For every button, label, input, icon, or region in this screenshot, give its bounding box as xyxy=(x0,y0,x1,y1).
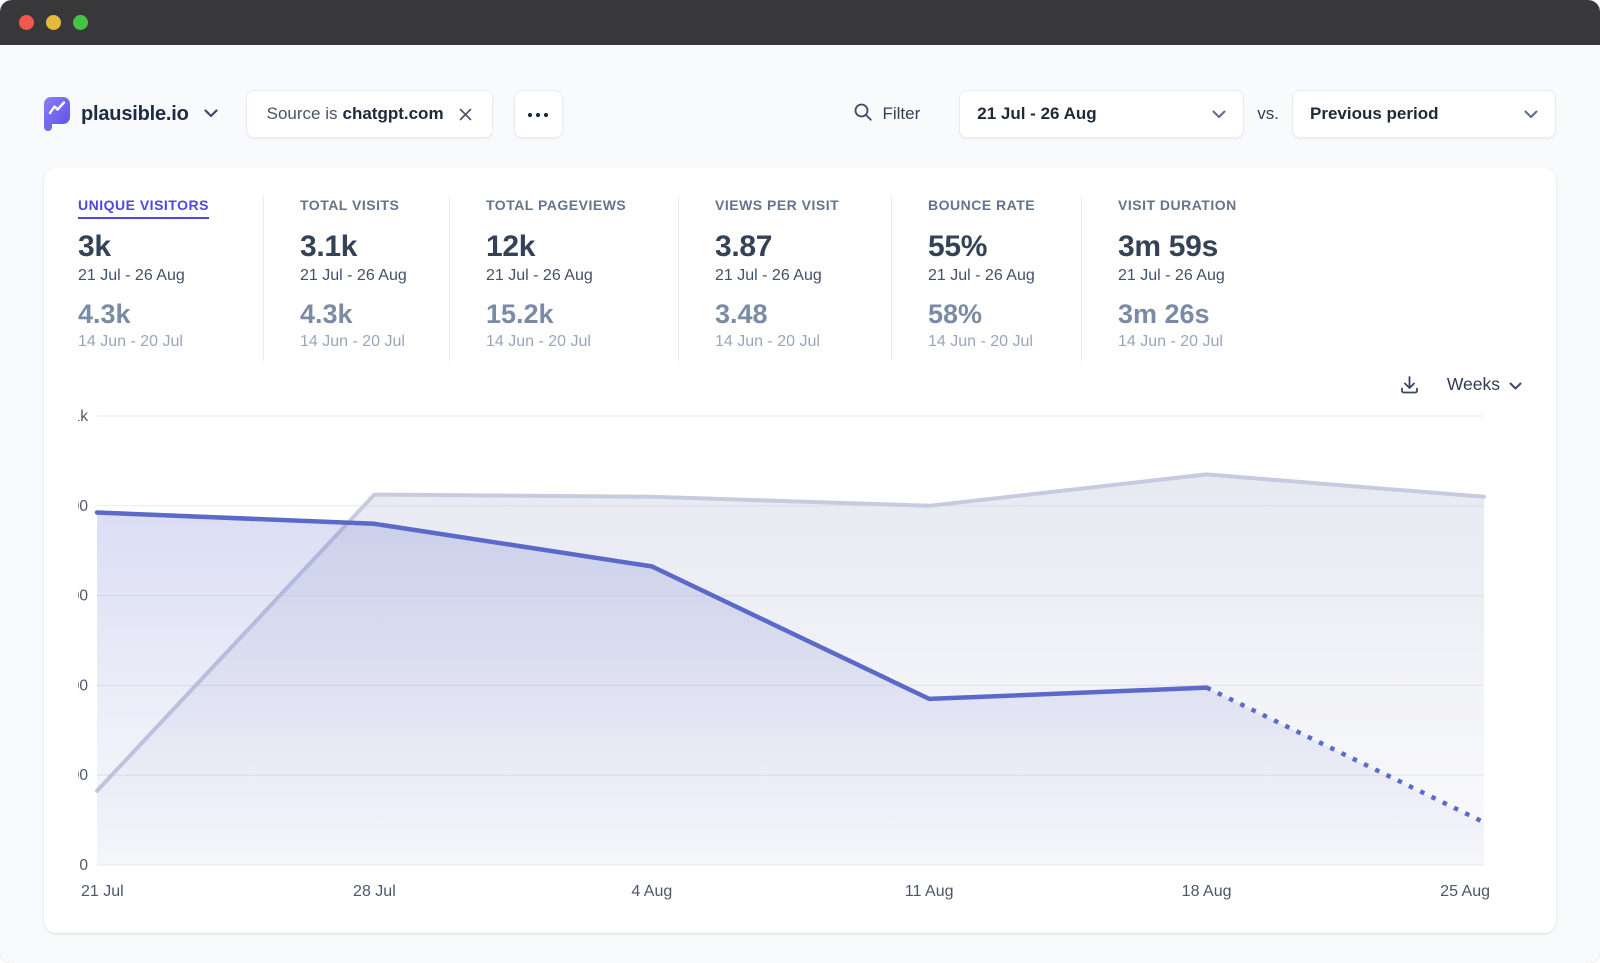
dashboard-card: UNIQUE VISITORS 3k 21 Jul - 26 Aug 4.3k … xyxy=(44,168,1556,933)
metrics-row: UNIQUE VISITORS 3k 21 Jul - 26 Aug 4.3k … xyxy=(78,195,1522,361)
y-axis-label: 200 xyxy=(78,767,88,784)
x-axis-label: 28 Jul xyxy=(353,883,396,900)
metric-period: 21 Jul - 26 Aug xyxy=(486,267,593,284)
metric-label: BOUNCE RATE xyxy=(928,197,1036,213)
metric-value: 55% xyxy=(928,230,988,263)
metric-compare-value: 58% xyxy=(928,299,983,329)
metric[interactable]: VIEWS PER VISIT 3.87 21 Jul - 26 Aug 3.4… xyxy=(678,195,891,361)
metric-label: TOTAL PAGEVIEWS xyxy=(486,197,627,213)
x-axis-label: 11 Aug xyxy=(905,883,954,900)
metric-label: VISIT DURATION xyxy=(1118,197,1237,213)
metric-compare-period: 14 Jun - 20 Jul xyxy=(486,333,591,350)
comparison-dropdown[interactable]: Previous period xyxy=(1292,90,1556,138)
minimize-window-button[interactable] xyxy=(46,15,61,30)
top-bar: plausible.io Source is chatgpt.com xyxy=(44,90,1556,138)
metric[interactable]: UNIQUE VISITORS 3k 21 Jul - 26 Aug 4.3k … xyxy=(78,195,263,361)
metric-compare-period: 14 Jun - 20 Jul xyxy=(715,333,820,350)
x-axis-label: 25 Aug xyxy=(1440,883,1490,900)
metric-compare-period: 14 Jun - 20 Jul xyxy=(1118,333,1223,350)
site-name: plausible.io xyxy=(81,102,189,125)
chevron-down-icon xyxy=(1524,104,1538,124)
visitors-chart[interactable]: 0 200 400 600 800 1k 21 Jul 28 Jul 4 Aug 11 Aug 18… xyxy=(78,404,1522,926)
metric-value: 3.87 xyxy=(715,230,773,263)
filter-button-label: Filter xyxy=(882,104,921,123)
metric-value: 3.1k xyxy=(300,230,358,263)
metric-label: UNIQUE VISITORS xyxy=(78,197,209,219)
y-axis-label: 800 xyxy=(78,498,88,515)
chevron-down-icon xyxy=(1212,104,1226,124)
x-axis-label: 18 Aug xyxy=(1182,883,1232,900)
y-axis-label: 1k xyxy=(78,408,88,425)
chevron-down-icon xyxy=(1509,374,1522,395)
vs-label: vs. xyxy=(1257,104,1279,123)
metric-period: 21 Jul - 26 Aug xyxy=(928,267,1035,284)
filter-pill-text: Source is xyxy=(266,104,338,123)
search-icon xyxy=(853,102,873,127)
current-period-line xyxy=(94,510,1209,702)
plausible-logo-icon xyxy=(44,97,70,131)
y-axis-label: 600 xyxy=(78,588,88,605)
x-axis-label: 4 Aug xyxy=(631,883,672,900)
x-axis-label: 21 Jul xyxy=(81,883,124,900)
metric-compare-value: 3m 26s xyxy=(1118,299,1210,329)
metric-period: 21 Jul - 26 Aug xyxy=(1118,267,1225,284)
download-icon[interactable] xyxy=(1399,374,1420,395)
metric-period: 21 Jul - 26 Aug xyxy=(300,267,407,284)
interval-label: Weeks xyxy=(1446,373,1500,394)
date-range-dropdown[interactable]: 21 Jul - 26 Aug xyxy=(959,90,1245,138)
comparison-value: Previous period xyxy=(1310,104,1439,123)
metric-period: 21 Jul - 26 Aug xyxy=(715,267,822,284)
more-filters-button[interactable] xyxy=(513,90,563,138)
metric-value: 12k xyxy=(486,230,536,263)
metric-compare-value: 4.3k xyxy=(78,299,131,329)
y-axis-label: 0 xyxy=(79,857,88,874)
current-period-area xyxy=(97,512,1484,865)
date-range-value: 21 Jul - 26 Aug xyxy=(977,104,1097,123)
filter-pill-value: chatgpt.com xyxy=(342,104,444,123)
ellipsis-icon xyxy=(527,105,549,123)
metric-value: 3m 59s xyxy=(1118,230,1218,263)
metric[interactable]: TOTAL VISITS 3.1k 21 Jul - 26 Aug 4.3k 1… xyxy=(263,195,449,361)
metric-compare-value: 3.48 xyxy=(715,299,768,329)
window-titlebar xyxy=(0,0,1600,45)
site-switcher[interactable]: plausible.io xyxy=(44,97,218,131)
chevron-down-icon xyxy=(204,105,218,123)
zoom-window-button[interactable] xyxy=(73,15,88,30)
metric-label: TOTAL VISITS xyxy=(300,197,400,213)
metric[interactable]: VISIT DURATION 3m 59s 21 Jul - 26 Aug 3m… xyxy=(1081,195,1522,361)
metric-label: VIEWS PER VISIT xyxy=(715,197,840,213)
metric[interactable]: BOUNCE RATE 55% 21 Jul - 26 Aug 58% 14 J… xyxy=(891,195,1081,361)
close-window-button[interactable] xyxy=(19,15,34,30)
dashboard-page: plausible.io Source is chatgpt.com xyxy=(0,90,1600,933)
current-period-line-projected xyxy=(1205,685,1485,825)
remove-filter-icon[interactable] xyxy=(459,108,472,121)
interval-dropdown[interactable]: Weeks xyxy=(1447,374,1522,395)
y-axis-label: 400 xyxy=(78,677,88,694)
metric-period: 21 Jul - 26 Aug xyxy=(78,267,185,284)
metric-compare-value: 4.3k xyxy=(300,299,353,329)
active-filter-pill[interactable]: Source is chatgpt.com xyxy=(245,90,493,138)
metric-compare-period: 14 Jun - 20 Jul xyxy=(78,333,183,350)
metric-compare-period: 14 Jun - 20 Jul xyxy=(928,333,1033,350)
metric-compare-value: 15.2k xyxy=(486,299,554,329)
metric-value: 3k xyxy=(78,230,111,263)
filter-button[interactable]: Filter xyxy=(853,102,920,127)
metric[interactable]: TOTAL PAGEVIEWS 12k 21 Jul - 26 Aug 15.2… xyxy=(449,195,678,361)
metric-compare-period: 14 Jun - 20 Jul xyxy=(300,333,405,350)
chart-controls: Weeks xyxy=(78,369,1522,399)
